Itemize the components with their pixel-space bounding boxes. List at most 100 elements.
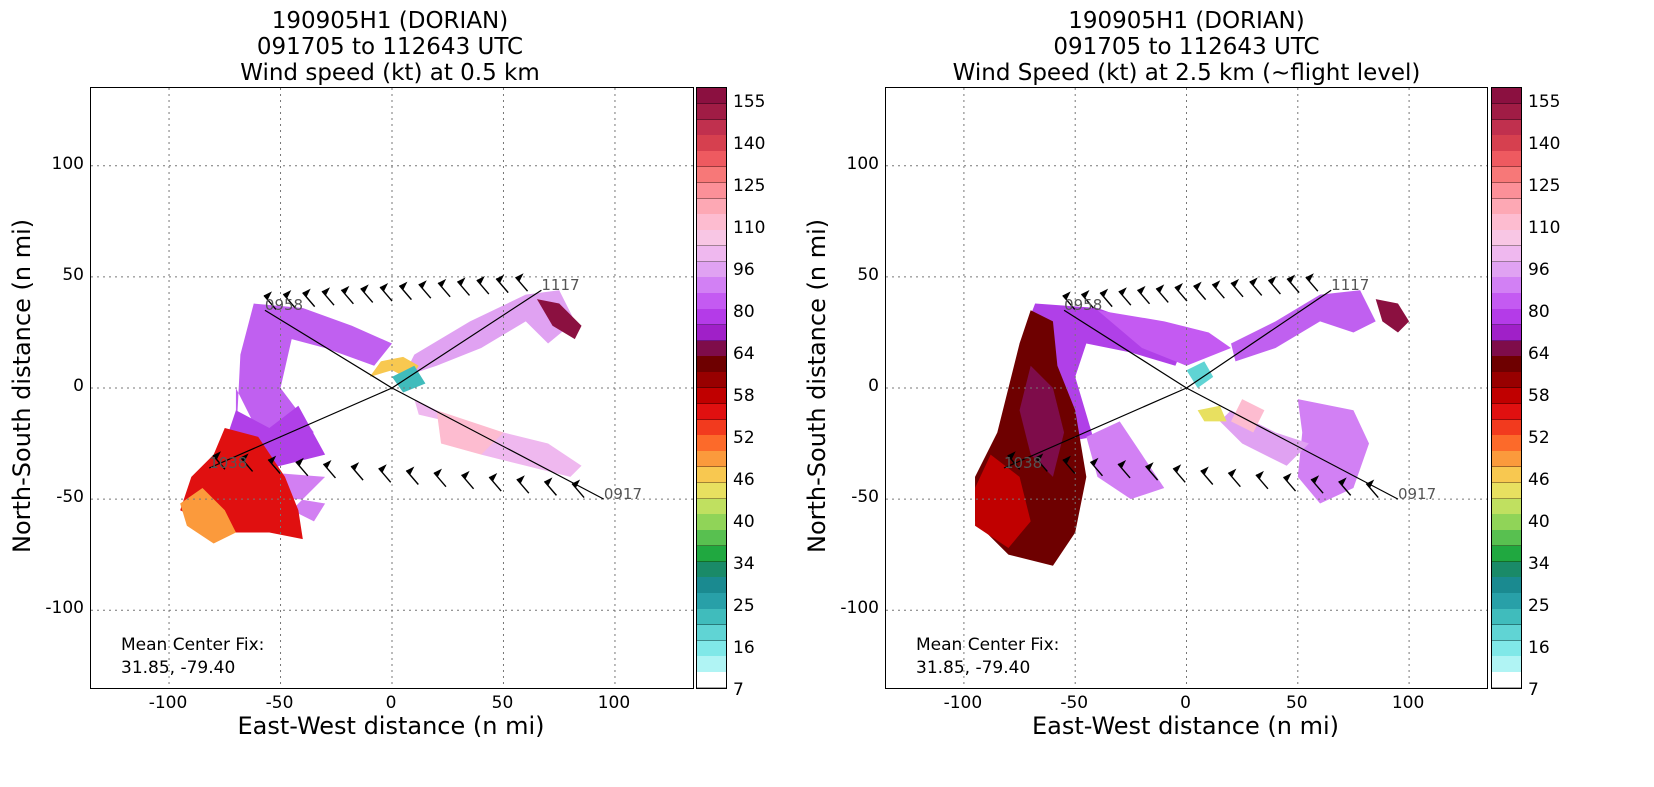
wind-swath: [392, 365, 426, 393]
wind-barb: [379, 286, 393, 302]
track-time-label: 1038: [209, 454, 247, 472]
colorbar-segment: [697, 624, 726, 642]
colorbar-segment: [1492, 356, 1521, 373]
wind-barb: [1007, 454, 1021, 470]
wind-barb-flag: [406, 466, 415, 475]
colorbar-segment: [697, 166, 726, 184]
colorbar-segment: [697, 309, 726, 326]
track-time-label: 1038: [1004, 454, 1042, 472]
colorbar-segment: [697, 451, 726, 468]
wind-barb-flag: [1338, 477, 1347, 486]
wind-barb: [1286, 278, 1300, 294]
wind-barb-flag: [1137, 285, 1146, 294]
colorbar-segment: [697, 656, 726, 673]
y-tick-label: 50: [857, 264, 879, 285]
wind-barb: [461, 474, 475, 490]
wind-barb-flag: [461, 470, 470, 479]
track-time-label: 1117: [541, 276, 579, 294]
wind-barb: [302, 292, 316, 308]
wind-barb-flag: [322, 287, 331, 296]
wind-barb-flag: [1062, 455, 1071, 464]
colorbar-tick-label: 125: [733, 176, 766, 196]
wind-barb-flag: [268, 455, 277, 464]
wind-barb: [1310, 478, 1324, 494]
colorbar-tick-label: 140: [733, 134, 766, 154]
colorbar-tick-label: 52: [733, 428, 755, 448]
colorbar-segment: [1492, 151, 1521, 168]
wind-swath: [180, 488, 236, 544]
colorbar-tick-label: 16: [733, 638, 755, 658]
y-tick-label: -100: [840, 598, 879, 619]
wind-barb-flag: [1283, 473, 1292, 482]
wind-barb-flag: [1145, 462, 1154, 471]
wind-barb-flag: [360, 284, 369, 293]
colorbar-segment: [1492, 372, 1521, 389]
colorbar-tick-label: 40: [1528, 512, 1550, 532]
wind-barb-flag: [1366, 479, 1375, 488]
colorbar-segment: [697, 561, 726, 578]
colorbar-segment: [1492, 214, 1521, 231]
wind-barb-flag: [516, 475, 525, 484]
x-tick-label: 100: [597, 693, 631, 713]
wind-barb: [1200, 470, 1214, 485]
colorbar-tick-label: 155: [1528, 92, 1561, 112]
wind-barb-flag: [378, 464, 387, 473]
colorbar-tick-label: 96: [733, 260, 755, 280]
colorbar-segment: [1492, 435, 1521, 452]
colorbar-tick-label: 125: [1528, 176, 1561, 196]
wind-barb: [476, 279, 490, 295]
colorbar-segment: [1492, 88, 1521, 105]
colorbar-segment: [1492, 593, 1521, 610]
wind-barb: [1155, 287, 1169, 303]
wind-swath: [1197, 405, 1227, 422]
title-line-2: 091705 to 112643 UTC: [1053, 34, 1320, 60]
colorbar-tick-label: 110: [733, 218, 766, 238]
wind-barb: [405, 470, 419, 485]
wind-barb-flag: [1100, 288, 1109, 297]
plot-area: 0917 1117 0958 1038 Mean Center Fix: 31.85, -…: [885, 87, 1488, 689]
title-line-3: Wind Speed (kt) at 2.5 km (~flight level…: [952, 60, 1421, 86]
colorbar-segment: [1492, 545, 1521, 563]
wind-barb-flag: [544, 477, 553, 486]
colorbar-segment: [1492, 309, 1521, 326]
colorbar-segment: [1492, 277, 1521, 294]
colorbar-segment: [697, 88, 726, 105]
wind-barb: [571, 483, 585, 499]
wind-barb-flag: [1228, 468, 1237, 477]
colorbar-segment: [697, 403, 726, 421]
wind-barb: [1193, 285, 1207, 301]
colorbar-segment: [1492, 245, 1521, 263]
y-tick-label: 100: [846, 153, 879, 174]
wind-swath: [1231, 290, 1376, 362]
colorbar-segment: [697, 577, 726, 594]
wind-barb-flag: [399, 281, 408, 290]
x-axis-label: East-West distance (n mi): [1031, 712, 1340, 740]
title-line-3: Wind speed (kt) at 0.5 km: [240, 60, 540, 86]
wind-barb-flag: [1118, 287, 1127, 296]
wind-barb-flag: [457, 277, 466, 286]
wind-barb: [1117, 463, 1131, 479]
mean-center-fix-line: 31.85, -79.40: [121, 658, 236, 678]
x-tick-label: -50: [265, 693, 294, 713]
y-tick-label: 100: [51, 153, 84, 174]
colorbar-segment: [1492, 577, 1521, 594]
wind-barb-flag: [1174, 283, 1183, 292]
wind-barb: [1172, 467, 1186, 483]
plot-svg: 0917 1117 0958 1038: [91, 88, 693, 688]
wind-barb-flag: [351, 462, 360, 471]
colorbar-segment: [697, 609, 726, 626]
colorbar-tick-label: 25: [733, 596, 755, 616]
colorbar-segment: [1492, 609, 1521, 626]
colorbar-segment: [1492, 182, 1521, 200]
wind-barb: [267, 459, 281, 475]
wind-barb-flag: [1231, 278, 1240, 287]
title-line-1: 190905H1 (DORIAN): [1068, 8, 1305, 34]
colorbar-segment: [697, 230, 726, 247]
colorbar-tick-label: 52: [1528, 428, 1550, 448]
colorbar-segment: [1492, 530, 1521, 547]
mean-center-fix: Mean Center Fix: 31.85, -79.40: [916, 634, 1059, 680]
wind-barb-flag: [1156, 284, 1165, 293]
flight-track: [264, 289, 542, 389]
colorbar-segment: [697, 182, 726, 200]
x-tick-label: 50: [1285, 693, 1308, 713]
